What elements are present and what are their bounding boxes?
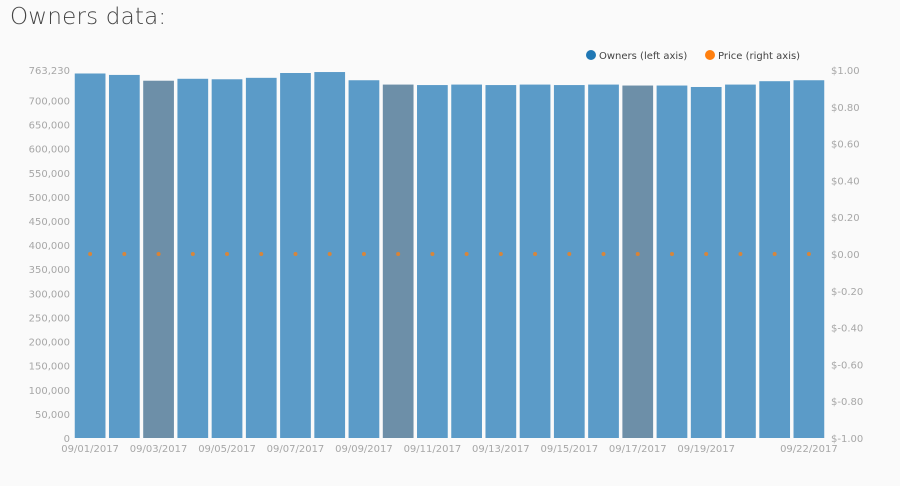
left-axis-tick-label: 650,000	[29, 121, 70, 132]
x-axis-tick-label: 09/07/2017	[267, 444, 325, 455]
left-axis-tick-label: 763,230	[29, 66, 70, 77]
owners-bar[interactable]	[417, 85, 448, 438]
x-axis-tick-label: 09/13/2017	[472, 444, 530, 455]
price-point[interactable]	[293, 252, 298, 256]
left-axis-tick-label: 200,000	[29, 338, 70, 349]
right-axis-tick-label: $1.00	[831, 66, 860, 77]
owners-bar[interactable]	[382, 84, 414, 438]
price-point[interactable]	[464, 252, 469, 256]
price-point[interactable]	[430, 252, 435, 256]
right-axis-tick-label: $-0.20	[831, 287, 863, 298]
owners-bar[interactable]	[485, 85, 517, 438]
price-point[interactable]	[396, 252, 401, 256]
left-axis-tick-label: 250,000	[29, 313, 70, 324]
owners-bar[interactable]	[622, 85, 654, 438]
right-axis-tick-label: $0.20	[831, 213, 860, 224]
left-axis-tick-label: 0	[64, 434, 70, 445]
x-axis-tick-label: 09/01/2017	[61, 444, 119, 455]
owners-bar[interactable]	[108, 74, 140, 439]
owners-bar[interactable]	[588, 84, 619, 438]
owners-bar[interactable]	[245, 77, 277, 438]
x-axis-tick-label: 09/09/2017	[335, 444, 393, 455]
owners-bar[interactable]	[725, 84, 756, 438]
owners-bar[interactable]	[177, 78, 209, 438]
price-point[interactable]	[259, 252, 264, 256]
owners-bar[interactable]	[143, 80, 174, 438]
owners-bar[interactable]	[451, 84, 482, 438]
price-point[interactable]	[772, 252, 777, 256]
right-axis-tick-label: $-0.80	[831, 397, 863, 408]
right-axis-tick-label: $0.80	[831, 103, 860, 114]
legend-price-label[interactable]: Price (right axis)	[718, 51, 800, 62]
price-point[interactable]	[190, 252, 195, 256]
left-axis-tick-label: 550,000	[29, 169, 70, 180]
left-axis-tick-label: 100,000	[29, 386, 70, 397]
x-axis-tick-label: 09/11/2017	[404, 444, 462, 455]
left-axis-tick-label: 350,000	[29, 265, 70, 276]
price-point[interactable]	[122, 252, 127, 256]
left-axis-tick-label: 450,000	[29, 217, 70, 228]
price-point[interactable]	[601, 252, 606, 256]
price-point[interactable]	[806, 252, 811, 256]
x-axis-tick-label: 09/22/2017	[780, 444, 838, 455]
left-axis-tick-label: 400,000	[29, 241, 70, 252]
right-axis-tick-label: $0.60	[831, 140, 860, 151]
owners-bar[interactable]	[211, 79, 243, 439]
x-axis-tick-label: 09/17/2017	[609, 444, 667, 455]
left-axis-tick-label: 600,000	[29, 145, 70, 156]
price-point[interactable]	[533, 252, 538, 256]
owners-bar[interactable]	[348, 80, 380, 439]
right-axis-tick-label: $-1.00	[831, 434, 863, 445]
x-axis-tick-label: 09/05/2017	[198, 444, 256, 455]
price-point[interactable]	[669, 252, 674, 256]
left-axis-tick-label: 300,000	[29, 289, 70, 300]
section-title: Owners data:	[10, 4, 167, 30]
price-point[interactable]	[704, 252, 709, 256]
right-axis-tick-label: $0.00	[831, 250, 860, 261]
owners-bar[interactable]	[793, 80, 825, 439]
price-point[interactable]	[156, 252, 161, 256]
owners-bar[interactable]	[553, 85, 585, 438]
x-axis-tick-label: 09/19/2017	[677, 444, 735, 455]
price-point[interactable]	[498, 252, 503, 256]
price-point[interactable]	[327, 252, 332, 256]
price-point[interactable]	[361, 252, 366, 256]
owners-bar[interactable]	[759, 81, 791, 438]
left-axis-tick-label: 50,000	[35, 410, 70, 421]
owners-bar[interactable]	[519, 84, 551, 438]
right-axis-tick-label: $-0.60	[831, 360, 863, 371]
left-axis-tick-label: 500,000	[29, 193, 70, 204]
left-axis-tick-label: 150,000	[29, 362, 70, 373]
owners-bar[interactable]	[656, 85, 688, 438]
x-axis-tick-label: 09/03/2017	[130, 444, 188, 455]
price-point[interactable]	[738, 252, 743, 256]
right-axis-tick-label: $-0.40	[831, 324, 863, 335]
left-axis-tick-label: 700,000	[29, 96, 70, 107]
right-axis-tick-label: $0.40	[831, 176, 860, 187]
price-point[interactable]	[225, 252, 230, 256]
price-point[interactable]	[567, 252, 572, 256]
legend-price-marker[interactable]	[705, 50, 715, 60]
legend-owners-marker[interactable]	[586, 50, 596, 60]
owners-bar[interactable]	[690, 86, 722, 439]
price-point[interactable]	[88, 252, 93, 256]
price-point[interactable]	[635, 252, 640, 256]
legend-owners-label[interactable]: Owners (left axis)	[599, 51, 687, 62]
x-axis-tick-label: 09/15/2017	[540, 444, 598, 455]
